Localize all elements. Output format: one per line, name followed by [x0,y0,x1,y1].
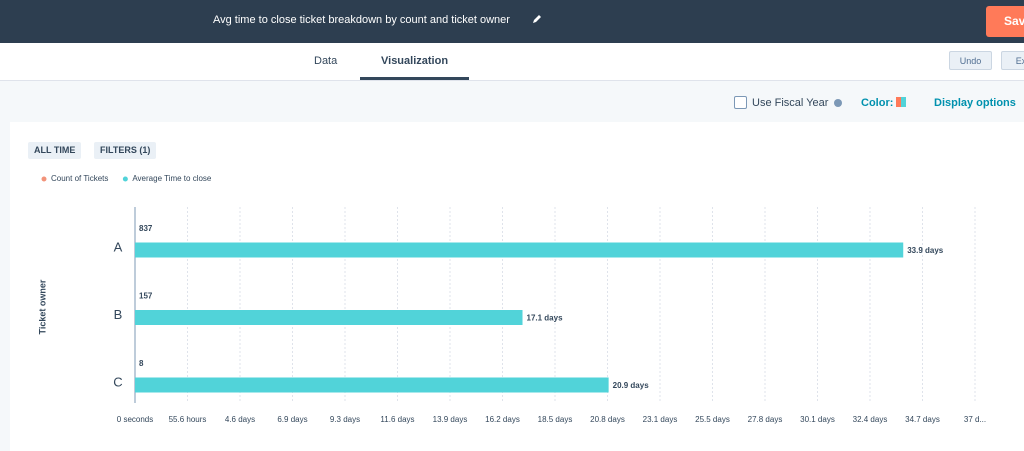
data-label: 33.9 days [907,246,944,255]
bar [135,242,904,258]
x-tick-label: 23.1 days [643,415,678,424]
fiscal-year-label: Use Fiscal Year [752,97,829,109]
y-tick-label: B [114,307,123,322]
data-label: 17.1 days [527,314,564,323]
tab[interactable]: Data [314,55,338,67]
y-tick-label: A [114,239,123,254]
x-tick-label: 37 d... [964,415,986,424]
x-tick-label: 55.6 hours [169,415,207,424]
save-button[interactable]: Sav [986,6,1024,37]
x-tick-label: 9.3 days [330,415,360,424]
legend-dot [41,176,47,182]
x-tick-label: 13.9 days [433,415,468,424]
x-tick-label: 25.5 days [695,415,730,424]
color-menu[interactable]: Color: [861,97,894,109]
x-tick-label: 27.8 days [748,415,783,424]
filter-tag[interactable]: FILTERS (1) [94,142,157,159]
x-tick-label: 20.8 days [590,415,625,424]
filter-tag[interactable]: ALL TIME [28,142,82,159]
data-label: 837 [139,224,153,233]
data-label: 157 [139,292,153,301]
x-tick-label: 0 seconds [117,415,153,424]
report-title: Avg time to close ticket breakdown by co… [213,14,510,26]
tab-bar [0,43,1024,81]
color-swatch[interactable] [896,97,906,107]
data-label: 20.9 days [613,381,650,390]
x-tick-label: 6.9 days [277,415,307,424]
legend-label: Count of Tickets [51,174,108,183]
display-options[interactable]: Display options [934,97,1016,109]
y-tick-label: C [113,374,122,389]
x-tick-label: 34.7 days [905,415,940,424]
bar [135,310,523,325]
y-axis-title: Ticket owner [37,279,47,334]
x-tick-label: 16.2 days [485,415,520,424]
data-label: 8 [139,359,144,368]
x-tick-label: 32.4 days [853,415,888,424]
undo-button[interactable]: Undo [949,51,992,70]
bar [135,377,609,393]
x-tick-label: 4.6 days [225,415,255,424]
top-bar [0,0,1024,43]
x-tick-label: 30.1 days [800,415,835,424]
tab-underline [360,77,469,80]
x-tick-label: 11.6 days [380,415,414,424]
x-tick-label: 18.5 days [538,415,573,424]
info-icon[interactable] [834,99,842,107]
checkbox[interactable] [734,96,747,109]
legend-dot [122,176,128,182]
chart-card [10,122,1024,451]
edit-icon[interactable] [531,13,543,25]
export-button[interactable]: Ex [1001,51,1024,70]
tab[interactable]: Visualization [381,55,449,67]
legend-label: Average Time to close [132,174,212,183]
